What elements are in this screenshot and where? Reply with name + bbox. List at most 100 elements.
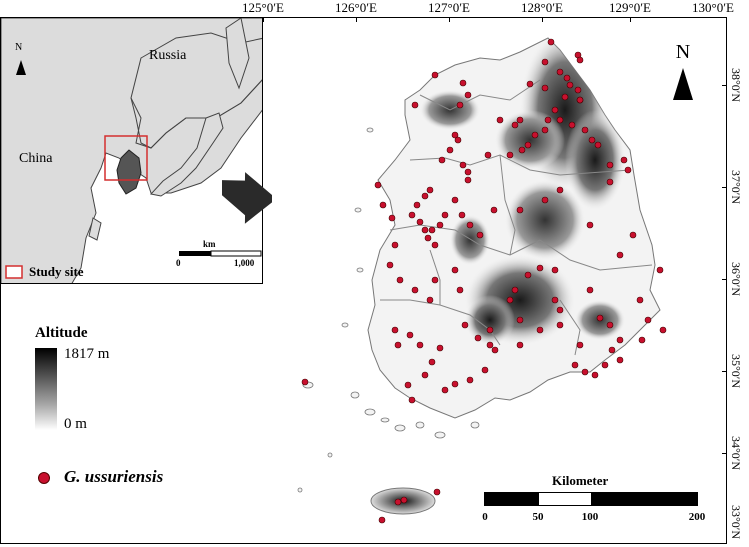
occurrence-point xyxy=(438,156,446,164)
occurrence-point xyxy=(446,146,454,154)
occurrence-point xyxy=(386,261,394,269)
direction-arrow-icon xyxy=(222,172,272,224)
terrain-shading xyxy=(420,38,625,345)
occurrence-point xyxy=(391,326,399,334)
occurrence-points xyxy=(301,38,667,524)
occurrence-point xyxy=(424,234,432,242)
inset-scale-min: 0 xyxy=(176,258,181,268)
occurrence-point xyxy=(606,161,614,169)
occurrence-point xyxy=(404,381,412,389)
tick-lon-129 xyxy=(630,17,631,22)
scale-tick-200: 200 xyxy=(688,511,706,523)
occurrence-point xyxy=(601,361,609,369)
tick-lon-128 xyxy=(542,17,543,22)
occurrence-point xyxy=(556,68,564,76)
occurrence-point xyxy=(413,201,421,209)
occurrence-point xyxy=(436,344,444,352)
occurrence-point xyxy=(466,376,474,384)
occurrence-point xyxy=(638,336,646,344)
occurrence-point xyxy=(506,151,514,159)
north-arrow-label: N xyxy=(675,41,691,63)
altitude-legend-title: Altitude xyxy=(35,325,88,341)
occurrence-point xyxy=(536,264,544,272)
occurrence-point xyxy=(421,226,429,234)
occurrence-point xyxy=(629,231,637,239)
occurrence-point xyxy=(541,58,549,66)
occurrence-point xyxy=(454,136,462,144)
occurrence-point xyxy=(616,251,624,259)
inset-label-china: China xyxy=(19,151,53,166)
occurrence-point xyxy=(431,241,439,249)
lat-label-37: 37°0′N xyxy=(729,169,743,205)
lon-label-127: 127°0′E xyxy=(428,0,470,15)
tick-lat-36 xyxy=(722,279,727,280)
tick-lat-34 xyxy=(722,453,727,454)
occurrence-point xyxy=(586,221,594,229)
occurrence-point xyxy=(451,380,459,388)
inset-scale-unit: km xyxy=(203,239,216,249)
occurrence-point xyxy=(396,276,404,284)
occurrence-point xyxy=(568,121,576,129)
occurrence-point xyxy=(408,211,416,219)
occurrence-point xyxy=(608,346,616,354)
occurrence-point xyxy=(421,371,429,379)
occurrence-point xyxy=(491,346,499,354)
occurrence-point xyxy=(556,321,564,329)
occurrence-point xyxy=(544,116,552,124)
occurrence-point xyxy=(566,81,574,89)
lon-label-130: 130°0′E xyxy=(692,0,734,15)
lon-label-129: 129°0′E xyxy=(609,0,651,15)
occurrence-point xyxy=(556,306,564,314)
occurrence-point xyxy=(636,296,644,304)
occurrence-point xyxy=(464,91,472,99)
occurrence-point xyxy=(516,206,524,214)
occurrence-point xyxy=(561,93,569,101)
lat-label-34: 34°0′N xyxy=(729,435,743,471)
occurrence-point xyxy=(556,116,564,124)
occurrence-point xyxy=(456,101,464,109)
occurrence-point xyxy=(464,168,472,176)
occurrence-point xyxy=(551,106,559,114)
occurrence-point xyxy=(459,161,467,169)
occurrence-point xyxy=(551,296,559,304)
occurrence-point xyxy=(659,326,667,334)
scale-segment-2 xyxy=(539,493,591,505)
occurrence-point xyxy=(506,296,514,304)
lon-label-128: 128°0′E xyxy=(521,0,563,15)
inset-sakhalin xyxy=(225,18,250,90)
occurrence-point xyxy=(476,231,484,239)
occurrence-point xyxy=(496,116,504,124)
occurrence-point xyxy=(518,146,526,154)
occurrence-point xyxy=(451,131,459,139)
occurrence-point xyxy=(458,211,466,219)
lat-label-38: 38°0′N xyxy=(729,67,743,103)
occurrence-point xyxy=(426,186,434,194)
occurrence-point xyxy=(474,334,482,342)
occurrence-point xyxy=(379,201,387,209)
islands xyxy=(297,127,480,493)
north-arrow-icon xyxy=(673,68,693,100)
occurrence-point xyxy=(576,56,584,64)
tick-lon-127 xyxy=(449,17,450,22)
occurrence-point xyxy=(486,326,494,334)
occurrence-point xyxy=(301,378,309,386)
inset-korea xyxy=(116,149,142,195)
tick-lat-37 xyxy=(722,187,727,188)
occurrence-point xyxy=(606,321,614,329)
occurrence-point xyxy=(441,211,449,219)
occurrence-point xyxy=(541,126,549,134)
occurrence-point xyxy=(451,196,459,204)
occurrence-point xyxy=(586,286,594,294)
occurrence-point xyxy=(581,126,589,134)
occurrence-point xyxy=(616,336,624,344)
occurrence-point xyxy=(436,221,444,229)
occurrence-point xyxy=(451,266,459,274)
occurrence-point xyxy=(656,266,664,274)
province-boundaries xyxy=(380,79,653,356)
study-site-legend-swatch xyxy=(5,265,23,279)
occurrence-point xyxy=(394,341,402,349)
occurrence-point xyxy=(616,356,624,364)
study-site-box xyxy=(104,135,148,181)
scale-segment-3 xyxy=(591,493,697,505)
inset-taiwan xyxy=(88,217,102,241)
